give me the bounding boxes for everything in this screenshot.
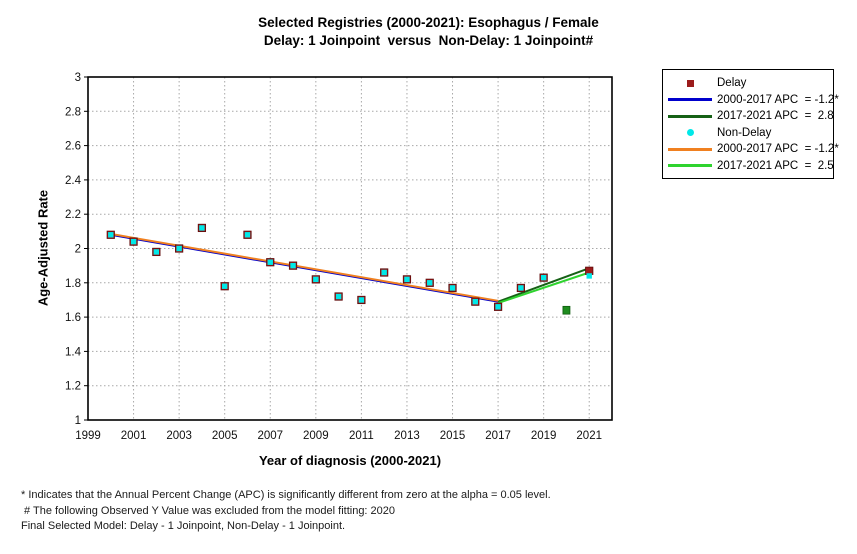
data-point-non-delay [427,280,433,286]
y-tick-label: 2 [75,244,81,256]
data-point-non-delay [130,238,137,245]
data-point-non-delay [358,297,365,303]
data-point-non-delay [472,298,479,305]
footnote-excluded: # The following Observed Y Value was exc… [21,504,396,517]
chart-title-block: Selected Registries (2000-2021): Esophag… [0,14,857,50]
x-tick-label: 2007 [257,430,283,442]
x-tick-label: 2009 [303,430,329,442]
y-tick-label: 1.8 [65,278,81,290]
data-point-non-delay [495,304,501,310]
footnote-alpha: * Indicates that the Annual Percent Chan… [21,489,551,501]
legend-item-label: 2017-2021 APC = 2.5 [717,159,834,172]
legend-item-label: Non-Delay [717,126,772,139]
trend-line-non-delay-2017-2021 [497,271,590,304]
x-axis-title: Year of diagnosis (2000-2021) [258,453,442,468]
trend-line-delay-2017-2021 [497,267,590,303]
x-tick-label: 2015 [440,430,466,442]
legend-item-label: 2000-2017 APC = -1.2* [717,143,839,156]
legend-line-swatch [668,164,712,168]
data-point-non-delay [221,283,228,289]
legend-dot-marker-swatch [686,129,694,137]
footnotes: * Indicates that the Annual Percent Chan… [21,488,551,535]
data-point-non-delay [381,269,387,276]
data-point-non-delay [176,245,182,252]
chart-subtitle: Delay: 1 Joinpoint versus Non-Delay: 1 J… [263,33,594,48]
data-point-non-delay [290,262,296,269]
legend-item: Non-Delay [663,125,833,142]
data-point-non-delay [199,225,205,231]
data-point-non-delay [335,293,342,300]
y-tick-label: 1.6 [65,312,81,324]
data-point-non-delay [518,285,524,291]
legend-item-label: 2000-2017 APC = -1.2* [717,93,839,106]
data-point-non-delay [267,259,273,265]
legend: Delay 2000-2017 APC = -1.2* 2017-2021 APC … [662,69,839,179]
data-point-non-delay [586,273,592,279]
trend-line-non-delay-2000-2017 [110,232,499,302]
y-tick-label: 2.4 [65,175,82,187]
x-tick-label: 2021 [576,430,602,442]
legend-square-marker-swatch [686,79,694,87]
x-tick-label: 2001 [121,430,147,442]
plot-frame [87,76,613,421]
legend-line-swatch [668,98,712,102]
x-tick-label: 2013 [394,430,420,442]
y-tick-label: 3 [75,72,81,84]
legend-line-swatch [668,114,712,118]
y-tick-label: 2.6 [65,141,81,153]
data-point-non-delay [313,276,319,283]
x-tick-label: 2011 [349,430,374,442]
footnote-model: Final Selected Model: Delay - 1 Joinpoin… [21,520,346,532]
y-tick-label: 1 [75,415,81,427]
data-point-non-delay [404,276,410,283]
x-tick-label: 2017 [485,430,511,442]
data-point-non-delay [244,232,251,238]
y-tick-label: 1.2 [65,381,81,393]
legend-item: Delay [663,75,833,92]
legend-item: 2000-2017 APC = -1.2* [663,92,839,109]
legend-item-label: 2017-2021 APC = 2.8 [717,110,834,123]
excluded-data-point [562,305,571,315]
data-point-non-delay [540,274,547,281]
legend-item-label: Delay [717,77,747,90]
data-point-non-delay [108,232,114,238]
legend-line-swatch [668,147,712,151]
legend-item: 2017-2021 APC = 2.8 [663,108,834,125]
data-point-non-delay [449,285,456,291]
legend-item: 2000-2017 APC = -1.2* [663,141,839,158]
x-tick-label: 2019 [531,430,557,442]
x-tick-label: 2005 [212,430,238,442]
legend-item: 2017-2021 APC = 2.5 [663,158,834,175]
data-point-non-delay [153,249,160,255]
y-tick-label: 1.4 [65,346,82,358]
y-tick-label: 2.8 [65,106,81,118]
x-tick-label: 1999 [75,430,101,442]
chart-title: Selected Registries (2000-2021): Esophag… [258,15,599,30]
y-tick-label: 2.2 [65,209,81,221]
x-tick-label: 2003 [166,430,192,442]
